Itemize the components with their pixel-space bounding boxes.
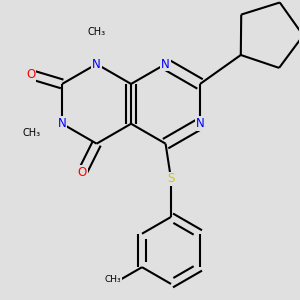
Text: CH₃: CH₃	[104, 275, 121, 284]
Text: O: O	[77, 166, 87, 179]
Text: N: N	[196, 117, 204, 130]
Text: CH₃: CH₃	[23, 128, 41, 138]
Text: CH₃: CH₃	[88, 27, 106, 38]
Text: N: N	[58, 117, 67, 130]
Text: S: S	[167, 172, 175, 185]
Text: O: O	[26, 68, 36, 81]
Text: N: N	[92, 58, 101, 70]
Text: N: N	[161, 58, 170, 70]
